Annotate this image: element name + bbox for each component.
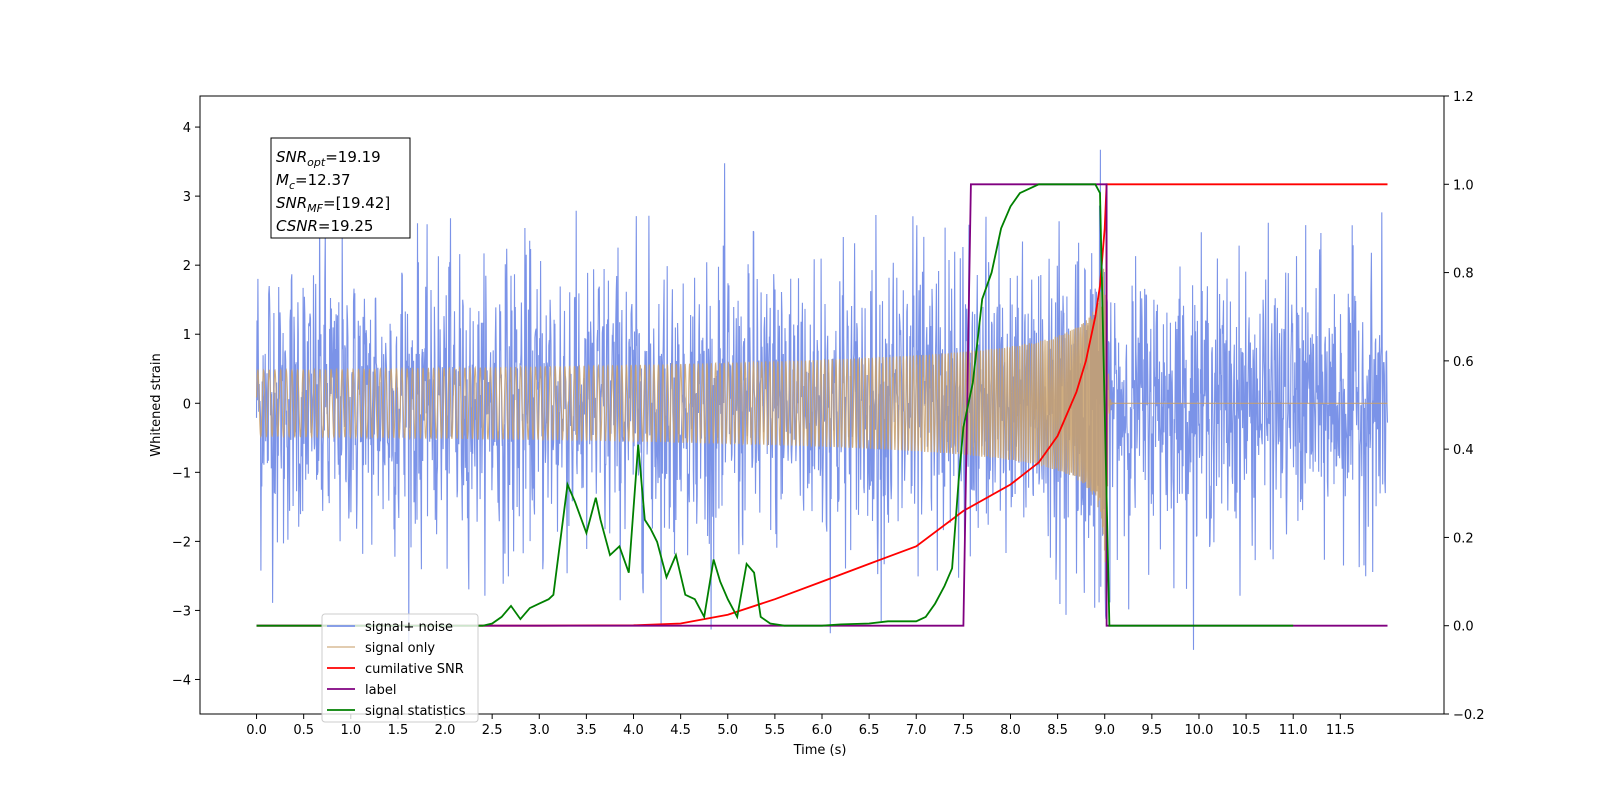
y-tick-label: −3 <box>172 604 191 619</box>
x-tick-label: 9.5 <box>1142 723 1163 738</box>
y2-tick-label: 1.2 <box>1453 90 1474 105</box>
legend-item: signal only <box>327 641 435 656</box>
y-tick-label: 4 <box>183 121 191 136</box>
series-line <box>256 183 1388 627</box>
annotation-frame <box>270 137 411 239</box>
annotation-line: SNRopt=19.19 <box>276 148 381 169</box>
x-tick-label: 10.5 <box>1232 723 1261 738</box>
plot-area <box>255 149 1389 650</box>
legend: signal+ noise signal only cumilative SNR la… <box>321 613 479 723</box>
y-tick-label: −2 <box>172 535 191 550</box>
x-tick-label: 3.0 <box>529 723 550 738</box>
x-tick-label: 11.5 <box>1326 723 1355 738</box>
y-tick-label: 0 <box>183 397 191 412</box>
x-tick-label: 6.0 <box>812 723 833 738</box>
y-tick-label: −1 <box>172 466 191 481</box>
y2-tick-label: 0.2 <box>1453 531 1474 546</box>
x-tick-label: 3.5 <box>576 723 597 738</box>
legend-label: signal statistics <box>365 704 466 719</box>
legend-item: signal+ noise <box>327 620 453 635</box>
y2-tick-label: 0.6 <box>1453 355 1474 370</box>
x-tick-label: 2.5 <box>482 723 503 738</box>
x-tick-label: 1.0 <box>340 723 361 738</box>
x-tick-label: 2.0 <box>435 723 456 738</box>
annotation-line: CSNR=19.25 <box>276 217 373 235</box>
x-tick-label: 1.5 <box>388 723 409 738</box>
y2-tick-label: −0.2 <box>1453 708 1485 723</box>
x-tick-label: 8.5 <box>1047 723 1068 738</box>
y2-tick-label: 0.8 <box>1453 267 1474 282</box>
series-cumilative-snr <box>256 183 1388 627</box>
x-tick-label: 11.0 <box>1279 723 1308 738</box>
y2-tick-label: 0.4 <box>1453 443 1474 458</box>
y2-tick-label: 0.0 <box>1453 620 1474 635</box>
y-axis-right: −0.2 0.0 0.2 0.4 0.6 0.8 1.0 1.2 <box>1444 90 1485 723</box>
legend-label: signal only <box>365 641 435 656</box>
x-tick-label: 5.5 <box>765 723 786 738</box>
x-tick-label: 6.5 <box>859 723 880 738</box>
y-tick-label: 1 <box>183 328 191 343</box>
x-tick-label: 7.5 <box>953 723 974 738</box>
series-signal-only <box>255 215 1388 600</box>
series-signal-statistics <box>256 183 1294 627</box>
x-axis: 0.0 0.5 1.0 1.5 2.0 2.5 3.0 3.5 4.0 4.5 5.0 5.5 6.0 6… <box>246 714 1355 738</box>
y-tick-label: 2 <box>183 259 191 274</box>
y-axis-left: −4 −3 −2 −1 0 1 2 3 4 <box>172 121 200 688</box>
x-tick-label: 0.0 <box>246 723 267 738</box>
legend-item: label <box>327 683 396 698</box>
y-tick-label: 3 <box>183 190 191 205</box>
annotation-line: SNRMF=[19.42] <box>276 194 390 215</box>
y-axis-label: Whitened strain <box>149 353 164 456</box>
series-line <box>256 183 1294 627</box>
legend-label: label <box>365 683 396 698</box>
x-axis-label: Time (s) <box>793 743 847 758</box>
series-line <box>255 215 1388 600</box>
x-tick-label: 9.0 <box>1094 723 1115 738</box>
x-tick-label: 8.0 <box>1000 723 1021 738</box>
legend-frame <box>321 613 479 723</box>
x-tick-label: 10.0 <box>1184 723 1213 738</box>
x-tick-label: 0.5 <box>293 723 314 738</box>
legend-item: signal statistics <box>327 704 466 719</box>
x-tick-label: 7.0 <box>906 723 927 738</box>
legend-item: cumilative SNR <box>327 662 464 677</box>
y2-tick-label: 1.0 <box>1453 178 1474 193</box>
legend-label: signal+ noise <box>365 620 453 635</box>
x-tick-label: 4.5 <box>670 723 691 738</box>
annotation-line: Mc=12.37 <box>276 171 351 192</box>
x-tick-label: 4.0 <box>623 723 644 738</box>
x-tick-label: 5.0 <box>717 723 738 738</box>
y-tick-label: −4 <box>172 673 191 688</box>
legend-label: cumilative SNR <box>365 662 464 677</box>
